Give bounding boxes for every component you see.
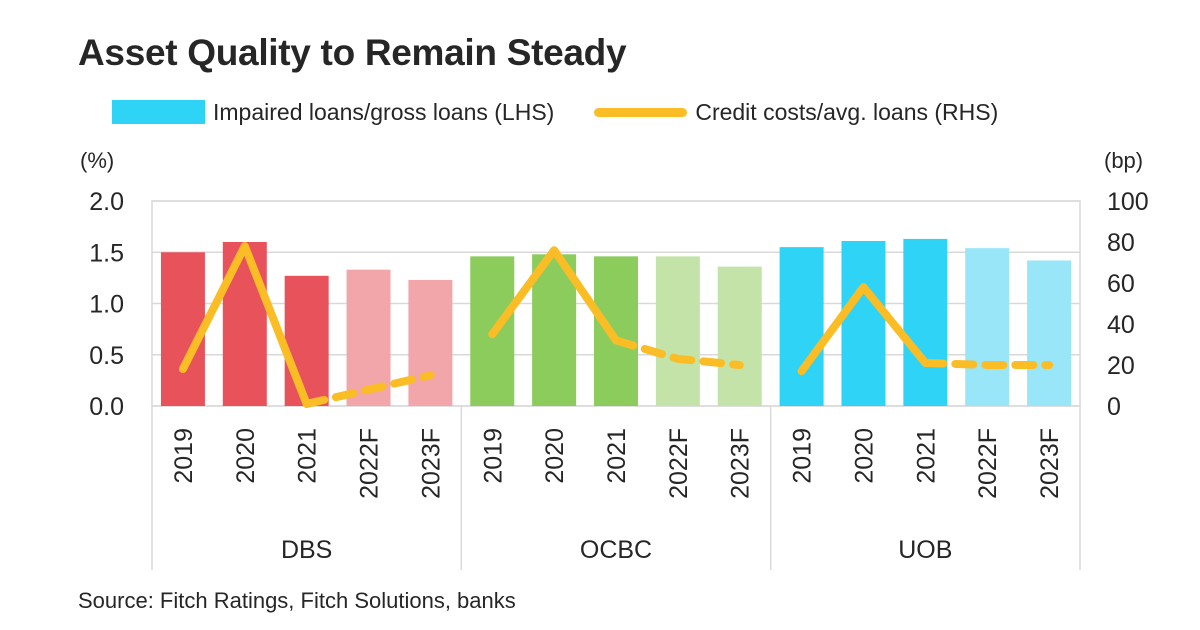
bar-dbs-2019	[160, 252, 205, 406]
bar-ocbc-2023f	[717, 266, 762, 406]
x-tick-label: 2020	[541, 428, 569, 484]
y-right-tick-label: 40	[1107, 311, 1135, 339]
bar-dbs-2021	[284, 275, 329, 406]
y-right-tick-label: 0	[1107, 393, 1121, 421]
bar-uob-2021	[903, 238, 948, 406]
chart-title: Asset Quality to Remain Steady	[78, 32, 627, 73]
x-tick-label: 2021	[294, 428, 322, 484]
x-tick-label: 2022F	[356, 428, 384, 499]
x-tick-label: 2019	[789, 428, 817, 484]
line-credit-costs-forecast-ocbc	[612, 336, 744, 369]
y-left-tick-label: 2.0	[89, 188, 124, 216]
line-credit-costs-uob	[797, 283, 930, 376]
y-right-tick-label: 100	[1107, 188, 1149, 216]
x-tick-label: 2020	[232, 428, 260, 484]
y-right-tick-label: 20	[1107, 352, 1135, 380]
bar-ocbc-2022f	[655, 256, 700, 406]
legend-item-impaired-loans: Impaired loans/gross loans (LHS)	[112, 99, 554, 126]
x-tick-label: 2021	[603, 428, 631, 484]
y-right-unit: (bp)	[1104, 148, 1143, 173]
x-tick-label: 2023F	[1036, 428, 1064, 499]
group-label-dbs: DBS	[281, 536, 332, 564]
x-tick-label: 2021	[912, 428, 940, 484]
bar-uob-2023f	[1027, 260, 1072, 406]
line-credit-costs-dbs	[178, 242, 311, 408]
line-credit-costs-forecast-uob	[921, 358, 1054, 369]
group-label-uob: UOB	[898, 536, 952, 564]
legend-label-impaired-loans: Impaired loans/gross loans (LHS)	[213, 98, 555, 125]
legend: Impaired loans/gross loans (LHS) Credit …	[112, 94, 1038, 130]
x-tick-label: 2023F	[417, 428, 445, 499]
x-tick-label: 2019	[479, 428, 507, 484]
line-credit-costs-ocbc	[488, 246, 620, 345]
x-tick-label: 2023F	[727, 428, 755, 499]
bar-dbs-2023f	[408, 279, 453, 406]
x-tick-label: 2022F	[665, 428, 693, 499]
bar-dbs-2020	[222, 242, 267, 406]
y-left-tick-label: 1.5	[89, 239, 124, 267]
line-credit-costs-forecast-dbs	[302, 371, 435, 408]
source-note: Source: Fitch Ratings, Fitch Solutions, …	[78, 588, 516, 613]
x-tick-label: 2019	[170, 428, 198, 484]
legend-item-credit-costs: Credit costs/avg. loans (RHS)	[594, 99, 998, 126]
bar-uob-2022f	[965, 248, 1010, 406]
y-left-tick-label: 0.0	[89, 393, 124, 421]
bar-uob-2020	[841, 240, 886, 406]
x-tick-label: 2020	[850, 428, 878, 484]
group-label-ocbc: OCBC	[580, 536, 652, 564]
y-right-tick-label: 60	[1107, 270, 1135, 298]
legend-label-credit-costs: Credit costs/avg. loans (RHS)	[695, 98, 999, 125]
bar-ocbc-2020	[532, 254, 577, 406]
y-left-tick-label: 1.0	[89, 291, 124, 319]
legend-swatch-line	[594, 107, 688, 117]
bar-uob-2019	[779, 247, 824, 406]
bar-ocbc-2021	[594, 256, 638, 406]
y-right-tick-label: 80	[1107, 229, 1135, 257]
y-left-tick-label: 0.5	[89, 342, 124, 370]
y-left-unit: (%)	[80, 148, 114, 173]
x-tick-label: 2022F	[974, 428, 1002, 499]
legend-swatch-bar	[112, 100, 205, 124]
